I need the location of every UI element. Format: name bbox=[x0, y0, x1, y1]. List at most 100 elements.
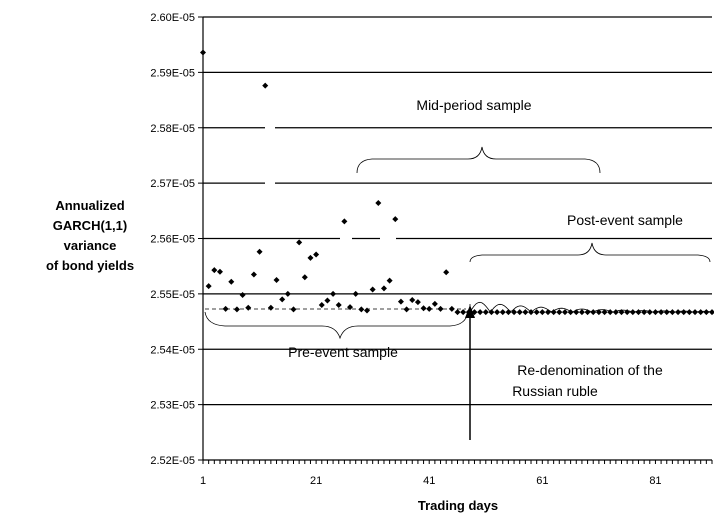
data-point bbox=[239, 291, 246, 298]
y-axis-title-line-4: of bond yields bbox=[46, 258, 134, 273]
y-tick-label: 2.54E-05 bbox=[150, 344, 195, 356]
y-tick-label: 2.59E-05 bbox=[150, 67, 195, 79]
y-axis-title: Annualized GARCH(1,1) variance of bond y… bbox=[46, 198, 134, 273]
data-point bbox=[612, 309, 619, 316]
data-point bbox=[482, 309, 489, 316]
y-tick-label: 2.60E-05 bbox=[150, 12, 195, 24]
y-tick-label: 2.57E-05 bbox=[150, 178, 195, 190]
brace-and-curve-overlays bbox=[204, 146, 713, 340]
x-tick-label: 21 bbox=[310, 475, 322, 487]
data-point bbox=[607, 309, 614, 316]
y-axis-title-line-3: variance bbox=[64, 238, 117, 253]
data-point bbox=[550, 309, 557, 316]
data-point bbox=[330, 290, 337, 297]
data-point bbox=[369, 286, 376, 293]
data-point bbox=[256, 248, 263, 255]
data-point bbox=[233, 306, 240, 313]
gridlines bbox=[203, 16, 712, 406]
data-point bbox=[675, 309, 682, 316]
x-tick-label: 61 bbox=[536, 475, 548, 487]
gridline-gap bbox=[380, 236, 396, 241]
data-point bbox=[392, 216, 399, 223]
y-axis-title-line-1: Annualized bbox=[55, 198, 124, 213]
data-point bbox=[290, 306, 297, 313]
data-point bbox=[397, 298, 404, 305]
annotation-redenomination-line-2: Russian ruble bbox=[512, 383, 598, 399]
event-arrow bbox=[465, 305, 475, 440]
y-tick-label: 2.56E-05 bbox=[150, 234, 195, 246]
data-point bbox=[624, 309, 631, 316]
data-point bbox=[629, 309, 636, 316]
x-tick-label: 1 bbox=[200, 475, 206, 487]
data-point bbox=[528, 309, 535, 316]
annotation-redenomination-line-1: Re-denomination of the bbox=[517, 362, 663, 378]
data-point bbox=[352, 290, 359, 297]
x-tick-label: 81 bbox=[649, 475, 661, 487]
data-point bbox=[437, 305, 444, 312]
data-point bbox=[635, 309, 642, 316]
data-point bbox=[516, 309, 523, 316]
y-tick-label: 2.55E-05 bbox=[150, 289, 195, 301]
data-point bbox=[347, 304, 354, 311]
data-point bbox=[358, 306, 365, 313]
data-point bbox=[284, 290, 291, 297]
data-point bbox=[590, 309, 597, 316]
data-point bbox=[511, 309, 518, 316]
data-point bbox=[301, 274, 308, 281]
x-tick-labels: 1 21 41 61 81 bbox=[200, 475, 662, 487]
gridline-gap bbox=[340, 236, 352, 241]
data-point bbox=[460, 309, 467, 316]
y-tick-label: 2.58E-05 bbox=[150, 123, 195, 135]
data-point bbox=[273, 277, 280, 284]
data-point bbox=[211, 267, 218, 274]
gridline-gap bbox=[265, 125, 275, 130]
data-point bbox=[556, 309, 563, 316]
data-point bbox=[703, 309, 710, 316]
gridline-gap bbox=[265, 181, 275, 186]
data-point bbox=[454, 309, 461, 316]
event-arrow-head bbox=[465, 305, 475, 318]
data-point bbox=[318, 301, 325, 308]
axes bbox=[198, 16, 713, 464]
data-point bbox=[522, 309, 529, 316]
data-point bbox=[431, 300, 438, 307]
brace-post-event bbox=[469, 242, 711, 263]
data-point bbox=[652, 309, 659, 316]
data-point bbox=[426, 305, 433, 312]
x-tick-label: 41 bbox=[423, 475, 435, 487]
post-event-oscillation-curve bbox=[469, 301, 713, 314]
data-point bbox=[267, 304, 274, 311]
data-point bbox=[420, 305, 427, 312]
data-point bbox=[499, 309, 506, 316]
data-point bbox=[477, 309, 484, 316]
data-point bbox=[663, 309, 670, 316]
data-point bbox=[262, 82, 269, 89]
data-point bbox=[375, 200, 382, 207]
data-point bbox=[324, 297, 331, 304]
data-point bbox=[692, 309, 699, 316]
data-points bbox=[200, 49, 714, 316]
data-point bbox=[364, 307, 371, 314]
data-point bbox=[200, 49, 206, 56]
data-point bbox=[595, 309, 602, 316]
data-point bbox=[584, 309, 591, 316]
data-point bbox=[216, 268, 223, 275]
data-point bbox=[709, 309, 714, 316]
data-point bbox=[505, 309, 512, 316]
data-point bbox=[279, 296, 286, 303]
y-tick-label: 2.53E-05 bbox=[150, 400, 195, 412]
data-point bbox=[573, 309, 580, 316]
y-axis-title-line-2: GARCH(1,1) bbox=[53, 218, 127, 233]
y-tick-labels: 2.52E-05 2.53E-05 2.54E-05 2.55E-05 2.56E-05… bbox=[150, 12, 195, 467]
data-point bbox=[539, 309, 546, 316]
data-point bbox=[658, 309, 665, 316]
data-point bbox=[646, 309, 653, 316]
data-point bbox=[296, 239, 303, 246]
data-point bbox=[222, 305, 229, 312]
annotation-post-event: Post-event sample bbox=[567, 212, 683, 228]
brace-mid-period bbox=[356, 146, 601, 174]
data-point bbox=[448, 305, 455, 312]
data-point bbox=[335, 301, 342, 308]
data-point bbox=[567, 309, 574, 316]
